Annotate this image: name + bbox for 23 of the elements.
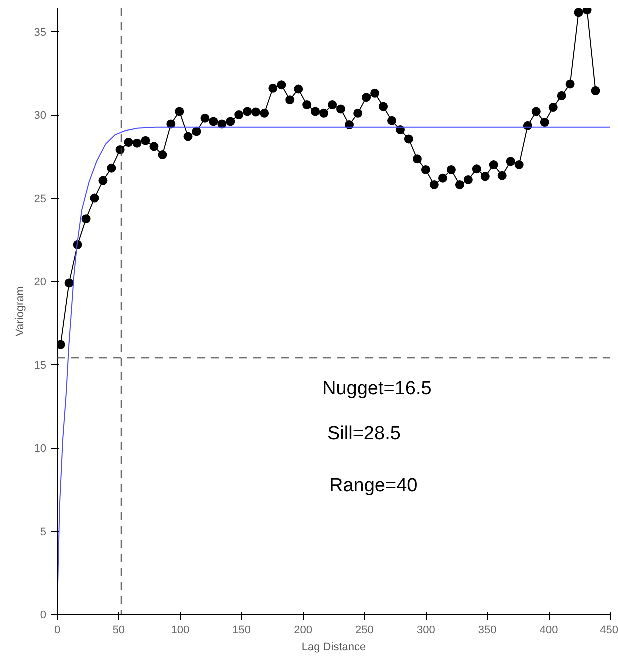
x-tick-label: 300 bbox=[416, 624, 436, 636]
annotation: Sill=28.5 bbox=[328, 424, 401, 444]
y-axis-title: Variogram bbox=[14, 286, 26, 336]
y-tick-label: 0 bbox=[40, 610, 47, 622]
x-tick-label: 350 bbox=[478, 624, 497, 636]
x-tick-label: 0 bbox=[54, 624, 61, 636]
x-axis-title: Lag Distance bbox=[302, 642, 366, 654]
x-tick-label: 200 bbox=[294, 624, 312, 636]
x-tick-label: 50 bbox=[112, 624, 126, 636]
annotation: Nugget=16.5 bbox=[322, 378, 432, 400]
x-tick-label: 250 bbox=[356, 624, 374, 636]
y-tick-label: 5 bbox=[40, 526, 47, 538]
x-tick-label: 150 bbox=[232, 624, 252, 636]
x-tick-label: 400 bbox=[540, 624, 558, 636]
y-tick-label: 35 bbox=[34, 26, 47, 39]
x-tick-label: 450 bbox=[600, 624, 618, 636]
y-tick-label: 25 bbox=[34, 193, 47, 206]
annotation: Range=40 bbox=[330, 476, 418, 496]
x-tick-label: 100 bbox=[171, 624, 190, 636]
y-tick-label: 30 bbox=[34, 110, 47, 122]
y-tick-label: 15 bbox=[34, 360, 47, 372]
y-tick-label: 20 bbox=[34, 276, 47, 289]
y-tick-label: 10 bbox=[34, 443, 47, 456]
